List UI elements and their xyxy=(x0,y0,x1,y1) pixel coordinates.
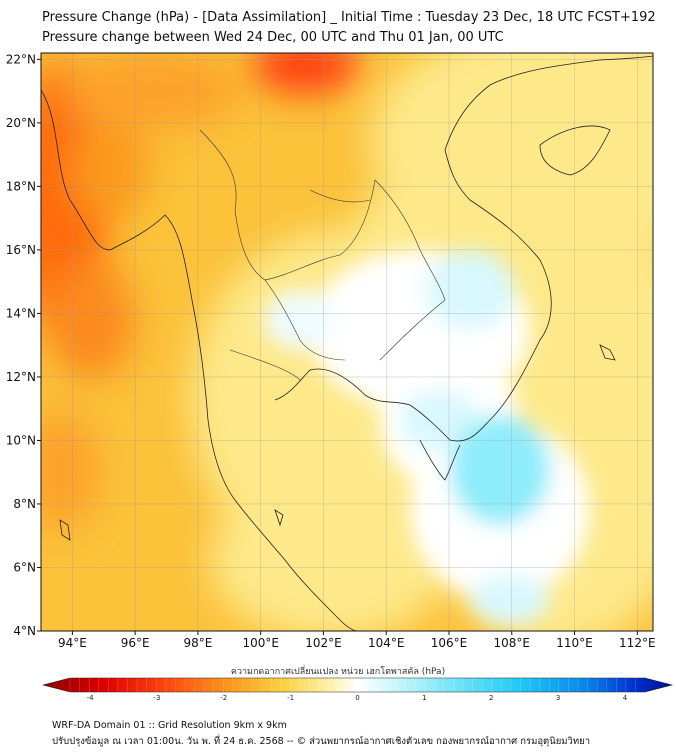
map-frame xyxy=(40,52,654,632)
lon-tick-label: 104°E xyxy=(368,636,405,650)
colorbar-tick-label: 0 xyxy=(355,694,359,702)
footer-update-info: ปรับปรุงข้อมูล ณ เวลา 01:00น. วัน พ. ที่… xyxy=(52,736,591,747)
lat-tick-label: 10°N xyxy=(6,433,36,447)
latitude-ticks: 22°N 20°N 18°N 16°N 14°N 12°N 10°N 8°N 6°N 4°N xyxy=(6,52,41,638)
colorbar-tick-label: 3 xyxy=(556,694,560,702)
lon-tick-label: 96°E xyxy=(121,636,150,650)
country-borders xyxy=(199,129,446,381)
lon-tick-label: 102°E xyxy=(305,636,342,650)
lat-tick-label: 22°N xyxy=(6,52,36,66)
coastlines xyxy=(41,55,653,631)
longitude-ticks: 94°E 96°E 98°E 100°E 102°E 104°E 106°E 108°E 110… xyxy=(58,631,656,650)
colorbar: -4 -3 -2 -1 0 1 2 3 4 xyxy=(41,677,674,702)
lon-tick-label: 110°E xyxy=(556,636,593,650)
lon-tick-label: 94°E xyxy=(58,636,87,650)
lat-tick-label: 6°N xyxy=(13,560,36,574)
colorbar-tick-label: -1 xyxy=(287,694,294,702)
colorbar-title: ความกดอากาศเปลี่ยนแปลง หน่วย เฮกโตพาสคัล… xyxy=(230,667,446,677)
lat-tick-label: 20°N xyxy=(6,116,36,130)
colorbar-tick-label: 4 xyxy=(623,694,628,702)
lat-tick-label: 4°N xyxy=(13,624,36,638)
lon-tick-label: 106°E xyxy=(431,636,468,650)
lat-tick-label: 18°N xyxy=(6,179,36,193)
footer-model-info: WRF-DA Domain 01 :: Grid Resolution 9km … xyxy=(52,720,287,731)
chart-title: Pressure Change (hPa) - [Data Assimilati… xyxy=(42,10,656,25)
colorbar-tick-label: -2 xyxy=(220,694,227,702)
lat-tick-label: 16°N xyxy=(6,243,36,257)
colorbar-tick-label: 2 xyxy=(489,694,493,702)
colorbar-tick-label: 1 xyxy=(422,694,426,702)
graticule xyxy=(41,53,653,631)
colorbar-tick-label: -3 xyxy=(153,694,160,702)
chart-subtitle: Pressure change between Wed 24 Dec, 00 U… xyxy=(42,30,504,45)
lon-tick-label: 112°E xyxy=(619,636,656,650)
lat-tick-label: 12°N xyxy=(6,370,36,384)
lon-tick-label: 100°E xyxy=(242,636,279,650)
lat-tick-label: 8°N xyxy=(13,497,36,511)
lon-tick-label: 98°E xyxy=(183,636,212,650)
colorbar-ticks: -4 -3 -2 -1 0 1 2 3 4 xyxy=(69,678,636,702)
colorbar-tick-label: -4 xyxy=(87,694,95,702)
pressure-field xyxy=(41,53,653,631)
lon-tick-label: 108°E xyxy=(494,636,531,650)
lat-tick-label: 14°N xyxy=(6,306,36,320)
